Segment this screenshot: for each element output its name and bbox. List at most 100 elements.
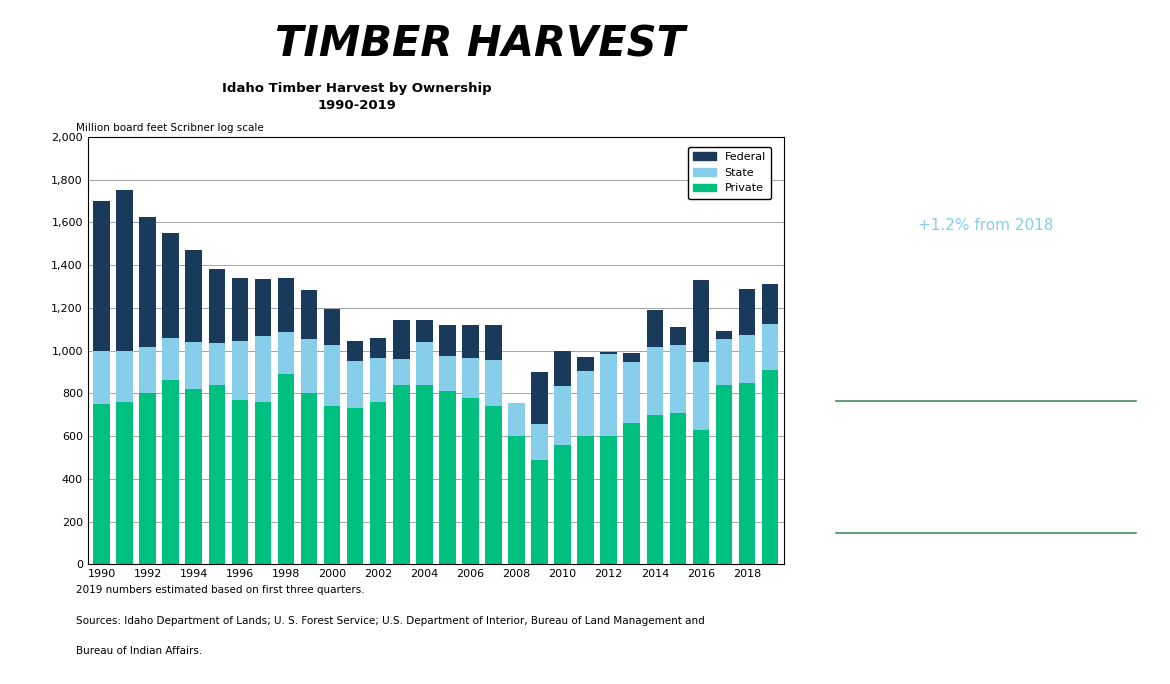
Bar [139,217,156,347]
Bar [116,402,133,564]
Bar [232,341,248,399]
Bar [301,339,317,393]
Bar [186,250,202,342]
Text: Idaho Timber Harvest by Ownership: Idaho Timber Harvest by Ownership [222,82,491,95]
Bar [486,406,502,564]
Bar [716,331,732,339]
Text: Private: Private [955,361,1017,376]
Text: 1.3: 1.3 [922,57,1049,126]
Bar [139,347,156,393]
Bar [669,412,686,564]
Bar [346,408,364,564]
Text: State: State [963,475,1009,490]
Bar [624,353,640,363]
Text: 2019 numbers estimated based on first three quarters.: 2019 numbers estimated based on first th… [76,585,365,595]
Text: Sources: Idaho Department of Lands; U. S. Forest Service; U.S. Department of Int: Sources: Idaho Department of Lands; U. S… [76,616,704,626]
Bar [255,336,271,402]
Bar [417,384,433,564]
Bar [669,327,686,345]
Bar [370,358,386,402]
Bar [738,334,756,382]
Bar [255,279,271,336]
Text: lands: lands [985,361,1066,376]
Bar [255,402,271,564]
Bar [116,351,133,402]
Bar [531,460,548,564]
Bar [324,345,340,406]
Bar [232,399,248,564]
Bar [762,324,778,370]
Bar [555,445,571,564]
Text: Million board feet Scribner log scale: Million board feet Scribner log scale [76,123,263,133]
Bar [393,384,409,564]
Text: 17%: 17% [922,417,1049,469]
Bar [94,201,110,350]
Bar [116,190,133,350]
Bar [600,436,617,564]
Bar [577,371,594,436]
Text: from: from [945,475,985,490]
Bar [439,391,455,564]
Bar [508,403,525,436]
Bar [208,343,225,384]
Bar [555,351,571,386]
Text: 69%: 69% [922,303,1049,355]
Bar [163,233,179,338]
Text: Federal: Federal [954,606,1018,621]
Text: TIMBER HARVEST: TIMBER HARVEST [275,24,684,66]
Bar [139,393,156,564]
Bar [439,325,455,356]
Bar [693,363,709,430]
Bar [208,269,225,343]
Text: from: from [945,361,985,376]
Bar [94,350,110,404]
Bar [439,356,455,391]
Bar [277,374,295,564]
Bar [346,341,364,361]
Bar [346,361,364,408]
Bar [370,338,386,358]
Bar [669,345,686,412]
Bar [738,289,756,334]
Bar [486,360,502,406]
Bar [647,347,663,415]
Text: 14%: 14% [923,544,1048,596]
Text: lands: lands [985,606,1066,621]
Bar [277,278,295,332]
Bar [462,358,479,397]
Bar [577,436,594,564]
Bar [577,357,594,371]
Bar [716,384,732,564]
Text: lands: lands [985,475,1057,490]
Bar [624,363,640,423]
Legend: Federal, State, Private: Federal, State, Private [688,146,771,199]
Bar [762,285,778,324]
Bar [301,393,317,564]
Text: 1990-2019: 1990-2019 [317,99,397,112]
Text: Bureau of Indian Affairs.: Bureau of Indian Affairs. [76,646,202,657]
Bar [186,389,202,564]
Bar [531,424,548,460]
Bar [600,354,617,436]
Bar [324,406,340,564]
Bar [277,332,295,374]
Bar [600,352,617,354]
Bar [462,325,479,358]
Bar [647,310,663,347]
Text: billion board feet: billion board feet [899,160,1073,178]
Bar [738,382,756,564]
Bar [555,386,571,445]
Bar [624,423,640,564]
Bar [716,339,732,384]
Bar [163,338,179,380]
Bar [163,380,179,564]
Bar [762,370,778,564]
Bar [417,342,433,384]
Bar [508,436,525,564]
Bar [232,278,248,341]
Text: from: from [945,606,985,621]
Bar [417,319,433,342]
Bar [693,430,709,564]
Text: +1.2% from 2018: +1.2% from 2018 [918,218,1053,233]
Bar [393,319,409,359]
